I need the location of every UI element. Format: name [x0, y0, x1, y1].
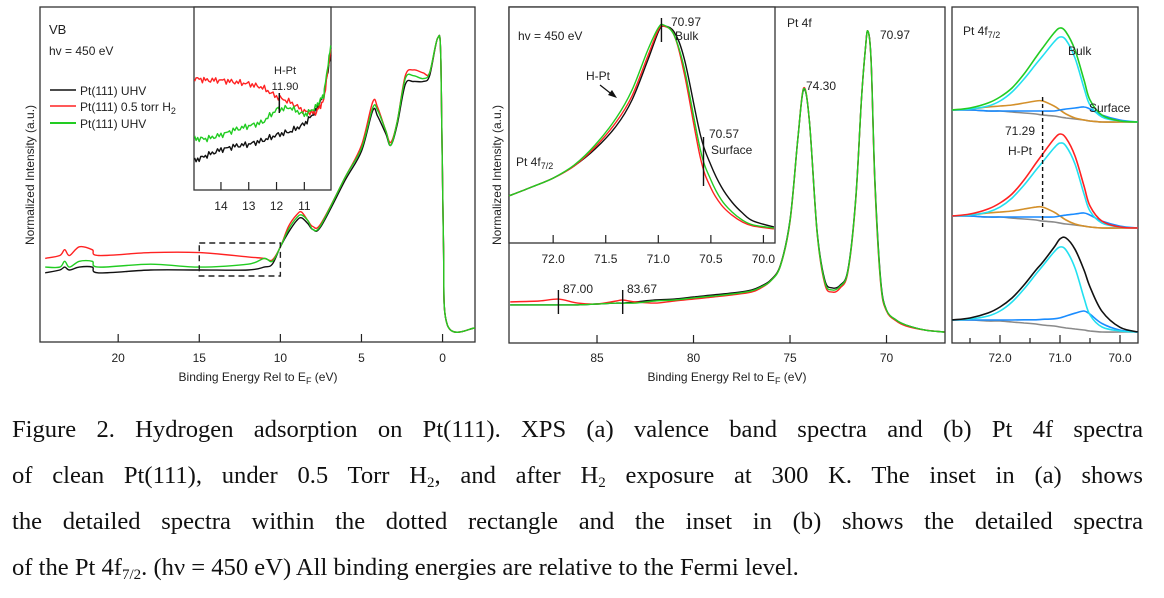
- series-line-pt-111-0-5-torr-h2: [193, 49, 332, 116]
- x-tick-label: 0: [439, 351, 446, 365]
- h-pt-arrow-icon: [599, 84, 617, 98]
- series-line-surface: [951, 212, 1139, 229]
- x-tick-label: 72.0: [988, 351, 1012, 365]
- peak-74-label: 74.30: [806, 79, 836, 93]
- panel-b-ylabel: Normalized Intensity (a.u.): [490, 105, 504, 245]
- caption-line: the detailed spectra within the dotted r…: [12, 508, 1143, 535]
- caption-line: Figure 2. Hydrogen adsorption on Pt(111)…: [12, 416, 1143, 443]
- series-line-pt-111-uhv: [510, 30, 945, 333]
- x-tick-label: 11: [298, 199, 311, 213]
- series-line-h-pt: [951, 205, 1138, 229]
- series-line-envelope: [951, 133, 1139, 229]
- series-line-surface: [951, 106, 1139, 123]
- series-line-pt-111-uhv: [45, 34, 476, 333]
- x-tick-label: 85: [590, 351, 604, 365]
- h-pt-value: 11.90: [272, 81, 299, 93]
- surface-label: Surface: [1089, 101, 1131, 115]
- series-line-pt-111-uhv: [508, 23, 775, 229]
- x-tick-label: 80: [687, 351, 701, 365]
- caption-line: of clean Pt(111), under 0.5 Torr H2, and…: [12, 462, 1143, 491]
- x-tick-label: 71.0: [647, 252, 671, 266]
- surface-value: 70.57: [709, 127, 739, 141]
- series-line-background: [951, 319, 1138, 333]
- x-tick-label: 10: [274, 351, 288, 365]
- bulk-value: 70.97: [671, 15, 701, 29]
- bulk-label: Bulk: [675, 29, 699, 43]
- series-line-envelope: [951, 236, 1139, 333]
- legend-label: Pt(111) 0.5 torr H2: [80, 100, 176, 116]
- x-tick-label: 71.0: [1048, 351, 1072, 365]
- panel-a-inset-curves: [193, 45, 332, 163]
- x-tick-label: 12: [270, 199, 284, 213]
- inset-pt4f-label: Pt 4f7/2: [516, 155, 553, 171]
- x-tick-label: 5: [358, 351, 365, 365]
- marker-83-label: 83.67: [627, 282, 657, 296]
- series-line-bulk: [951, 142, 1139, 229]
- series-line-h-pt: [951, 99, 1138, 123]
- panel-a-inset-frame: [193, 6, 332, 191]
- panel-a-ylabel: Normalized Intensity (a.u.): [23, 105, 37, 245]
- panel-b-inset-frame: [508, 6, 776, 244]
- marker-87-label: 87.00: [563, 282, 593, 296]
- panel-c-ticks: 72.0 71.0 70.0: [969, 335, 1132, 365]
- panel-c-frame: [951, 6, 1139, 344]
- x-tick-label: 70.0: [1108, 351, 1132, 365]
- panel-a-xlabel: Binding Energy Rel to EF (eV): [179, 370, 338, 386]
- panel-a-hv: hv = 450 eV: [49, 44, 113, 58]
- panel-a-inset-ticks: 14 13 12 11: [214, 182, 311, 213]
- panel-b-xlabel: Binding Energy Rel to EF (eV): [648, 370, 807, 386]
- series-line-bulk: [951, 36, 1139, 123]
- surface-label: Surface: [711, 143, 753, 157]
- x-tick-label: 14: [214, 199, 228, 213]
- panel-b-inset-markers: [660, 18, 705, 186]
- legend-label: Pt(111) UHV: [80, 117, 146, 131]
- panel-c-curves: [951, 27, 1139, 333]
- h-pt-label: H-Pt: [586, 69, 611, 83]
- inset-hv: hv = 450 eV: [518, 29, 582, 43]
- panel-b-curves: [510, 30, 945, 333]
- h-pt-value: 71.29: [1005, 124, 1035, 138]
- x-tick-label: 72.0: [541, 252, 565, 266]
- h-pt-label: H-Pt: [1008, 144, 1033, 158]
- series-line-envelope: [951, 27, 1139, 123]
- x-tick-label: 70.5: [699, 252, 723, 266]
- dashed-rectangle: [198, 242, 282, 277]
- x-tick-label: 71.5: [594, 252, 618, 266]
- series-line-surface: [951, 310, 1139, 333]
- panel-a-ticks: 20 15 10 5 0: [111, 334, 446, 365]
- x-tick-label: 15: [193, 351, 207, 365]
- series-line-pt-111-uhv: [193, 45, 332, 143]
- panel-a-curves: [45, 34, 476, 333]
- panel-b-title: Pt 4f: [787, 16, 812, 30]
- x-tick-label: 20: [111, 351, 125, 365]
- peak-70-label: 70.97: [880, 28, 910, 42]
- legend: Pt(111) UHV Pt(111) 0.5 torr H2 Pt(111) …: [50, 84, 176, 131]
- panel-b-markers: [557, 290, 624, 314]
- figure-2: 20 15 10 5 0 VB hv = 450 eV Pt(111) UHV Pt(1…: [23, 6, 1139, 386]
- figure-caption: Figure 2. Hydrogen adsorption on Pt(111)…: [12, 407, 1143, 591]
- x-tick-label: 70: [880, 351, 894, 365]
- panel-b-inset-ticks: 72.0 71.5 71.0 70.5 70.0: [541, 235, 775, 266]
- x-tick-label: 70.0: [752, 252, 776, 266]
- panel-b-ticks: 85 80 75 70: [590, 335, 894, 365]
- panel-b-inset-curves: [508, 23, 775, 230]
- legend-label: Pt(111) UHV: [80, 84, 146, 98]
- caption-line: of the Pt 4f7/2. (hν = 450 eV) All bindi…: [12, 554, 799, 583]
- series-line-bulk: [951, 246, 1139, 333]
- x-tick-label: 13: [242, 199, 256, 213]
- x-tick-label: 75: [783, 351, 797, 365]
- h-pt-label: H-Pt: [274, 65, 296, 77]
- panel-c-title: Pt 4f7/2: [963, 24, 1000, 40]
- bulk-label: Bulk: [1068, 44, 1092, 58]
- panel-a-title: VB: [49, 22, 66, 37]
